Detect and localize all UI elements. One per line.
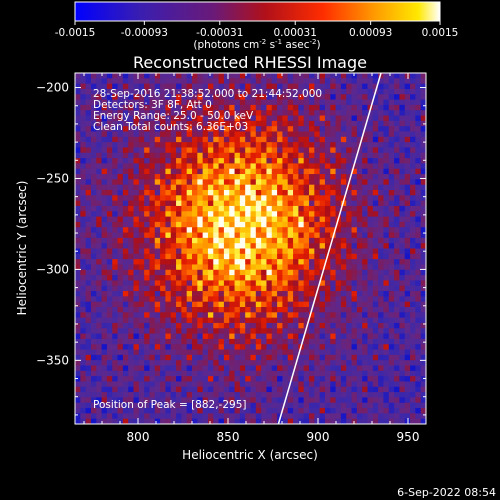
info-time-range: 28-Sep-2016 21:38:52.000 to 21:44:52.000 — [93, 88, 322, 100]
colorbar-tick-label: -0.0015 — [55, 27, 96, 39]
x-axis-label: Heliocentric X (arcsec) — [182, 448, 318, 462]
colorbar-tick-label: -0.00093 — [121, 27, 168, 39]
solar-limb-line — [277, 73, 382, 424]
chart-title: Reconstructed RHESSI Image — [133, 53, 367, 72]
x-tick-label: 850 — [217, 430, 240, 444]
colorbar-units: (photons cm-2 s-1 asec-2) — [193, 38, 320, 51]
x-axis-ticks: 800 850 900 950 — [83, 73, 427, 444]
colorbar — [74, 1, 441, 22]
y-tick-label: −350 — [36, 353, 69, 367]
colorbar-ticks — [74, 21, 441, 25]
x-tick-label: 950 — [397, 430, 420, 444]
y-tick-label: −300 — [36, 262, 69, 276]
plot-frame — [74, 72, 427, 425]
colorbar-tick-label: 0.00031 — [274, 27, 317, 39]
y-tick-label: −250 — [36, 171, 69, 185]
heatmap-image — [75, 73, 426, 424]
y-axis-ticks: −200 −250 −300 −350 — [36, 81, 426, 416]
x-tick-label: 800 — [127, 430, 150, 444]
y-tick-label: −200 — [36, 81, 69, 95]
peak-position-label: Position of Peak = [882,-295] — [93, 399, 247, 411]
y-axis-label: Heliocentric Y (arcsec) — [15, 181, 29, 316]
info-clean-counts: Clean Total counts: 6.36E+03 — [93, 121, 248, 133]
info-detectors: Detectors: 3F 8F, Att 0 — [93, 99, 212, 111]
colorbar-tick-label: -0.00031 — [196, 27, 243, 39]
colorbar-tick-label: 0.00093 — [349, 27, 392, 39]
observation-info: 28-Sep-2016 21:38:52.000 to 21:44:52.000… — [93, 88, 322, 133]
x-tick-label: 900 — [307, 430, 330, 444]
colorbar-tick-labels: -0.0015 -0.00093 -0.00031 0.00031 0.00093 0.0… — [55, 27, 459, 39]
info-energy-range: Energy Range: 25.0 - 50.0 keV — [93, 110, 254, 122]
footer-date: 6-Sep-2022 08:54 — [397, 486, 496, 499]
colorbar-tick-label: 0.0015 — [422, 27, 459, 39]
